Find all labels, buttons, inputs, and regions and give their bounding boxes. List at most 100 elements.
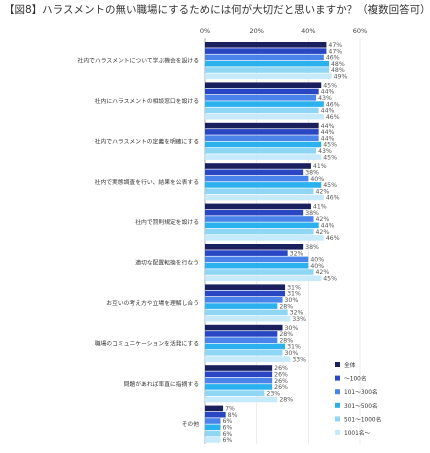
data-label: 26% [274, 365, 288, 372]
bar [205, 418, 221, 424]
legend-swatch [335, 402, 340, 408]
data-label: 8% [228, 412, 238, 419]
bar [205, 235, 324, 241]
data-label: 30% [285, 350, 299, 357]
data-label: 42% [316, 216, 330, 223]
bar [205, 262, 309, 269]
data-label: 41% [313, 204, 327, 211]
data-label: 42% [316, 188, 330, 195]
category-label: 社内で罰則規定を設ける [135, 218, 199, 226]
data-label: 49% [334, 74, 348, 81]
bar [205, 188, 314, 194]
legend-swatch [335, 375, 340, 381]
data-label: 38% [305, 210, 319, 217]
legend-swatch [335, 416, 340, 422]
data-label: 45% [323, 182, 337, 189]
category-labels: 社内でハラスメントについて学ぶ機会を設ける社内にハラスメントの相談窓口を設ける社… [78, 57, 200, 429]
data-label: 40% [310, 176, 324, 183]
legend: 全体 ～100名 101～300名 301～500名 501～1000名 1001名～ [335, 361, 381, 437]
data-label: 7% [225, 406, 235, 413]
data-label: 45% [323, 154, 337, 161]
bar [205, 437, 221, 443]
bar [205, 390, 265, 396]
bar [205, 182, 322, 188]
bar [205, 194, 324, 201]
bar [205, 107, 319, 114]
category-label: お互いの考え方や立場を理解し合う [106, 299, 199, 307]
bar [205, 228, 314, 235]
legend-label: 301～500名 [344, 402, 378, 410]
bar [205, 129, 319, 135]
bar [205, 309, 288, 316]
bar [205, 303, 278, 309]
data-label: 6% [223, 418, 233, 425]
bar [205, 73, 332, 80]
data-label: 43% [318, 95, 332, 102]
category-label: 社内にハラスメントの相談窓口を設ける [95, 97, 199, 105]
data-label: 28% [279, 397, 293, 404]
bar [205, 269, 314, 275]
bar [205, 113, 324, 120]
data-label: 42% [316, 229, 330, 236]
bar [205, 430, 221, 437]
data-label: 28% [279, 331, 293, 338]
x-tick-label: 40% [301, 27, 315, 35]
bar [205, 396, 278, 403]
bar [205, 337, 278, 343]
data-label: 44% [321, 123, 335, 130]
category-label: 職場のコミュニケーションを活発にする [95, 339, 199, 347]
data-label: 32% [290, 250, 304, 257]
bar [205, 371, 273, 378]
data-label: 48% [331, 61, 345, 68]
bar [205, 343, 286, 350]
bar [205, 250, 288, 256]
bar [205, 175, 309, 182]
bar [205, 256, 309, 263]
data-label: 40% [310, 263, 324, 270]
data-label: 26% [274, 378, 288, 385]
bar [205, 290, 286, 297]
data-label: 31% [287, 284, 301, 291]
data-label: 30% [285, 297, 299, 304]
data-label: 46% [326, 114, 340, 121]
legend-label: 101～300名 [344, 388, 378, 396]
bars: 47%47%46%48%48%49%45%44%43%46%44%46%44%4… [205, 42, 347, 444]
data-label: 41% [313, 163, 327, 170]
bar [205, 141, 322, 148]
data-label: 31% [287, 291, 301, 298]
data-label: 23% [266, 390, 280, 397]
bar [205, 356, 291, 362]
category-label: 問題があれば率直に指摘する [124, 380, 199, 388]
bar [205, 350, 283, 356]
data-label: 44% [321, 135, 335, 142]
bar [205, 42, 327, 48]
bar [205, 424, 221, 431]
data-label: 6% [223, 437, 233, 444]
data-label: 43% [318, 148, 332, 155]
bar [205, 67, 329, 73]
data-label: 47% [328, 42, 342, 49]
bar [205, 54, 324, 61]
data-label: 47% [328, 48, 342, 55]
bar [205, 315, 291, 322]
data-label: 32% [290, 310, 304, 317]
data-label: 46% [326, 235, 340, 242]
legend-label: 501～1000名 [344, 415, 381, 423]
bar [205, 209, 304, 216]
data-label: 44% [321, 89, 335, 96]
data-label: 45% [323, 276, 337, 283]
legend-swatch [335, 430, 340, 435]
data-label: 48% [331, 67, 345, 74]
bar [205, 377, 273, 384]
bar [205, 88, 319, 95]
data-label: 6% [223, 425, 233, 432]
bar [205, 244, 304, 250]
data-label: 44% [321, 108, 335, 115]
bar [205, 331, 278, 337]
data-label: 42% [316, 269, 330, 276]
data-label: 45% [323, 82, 337, 89]
data-label: 44% [321, 129, 335, 136]
data-label: 28% [279, 337, 293, 344]
bar [205, 324, 283, 331]
